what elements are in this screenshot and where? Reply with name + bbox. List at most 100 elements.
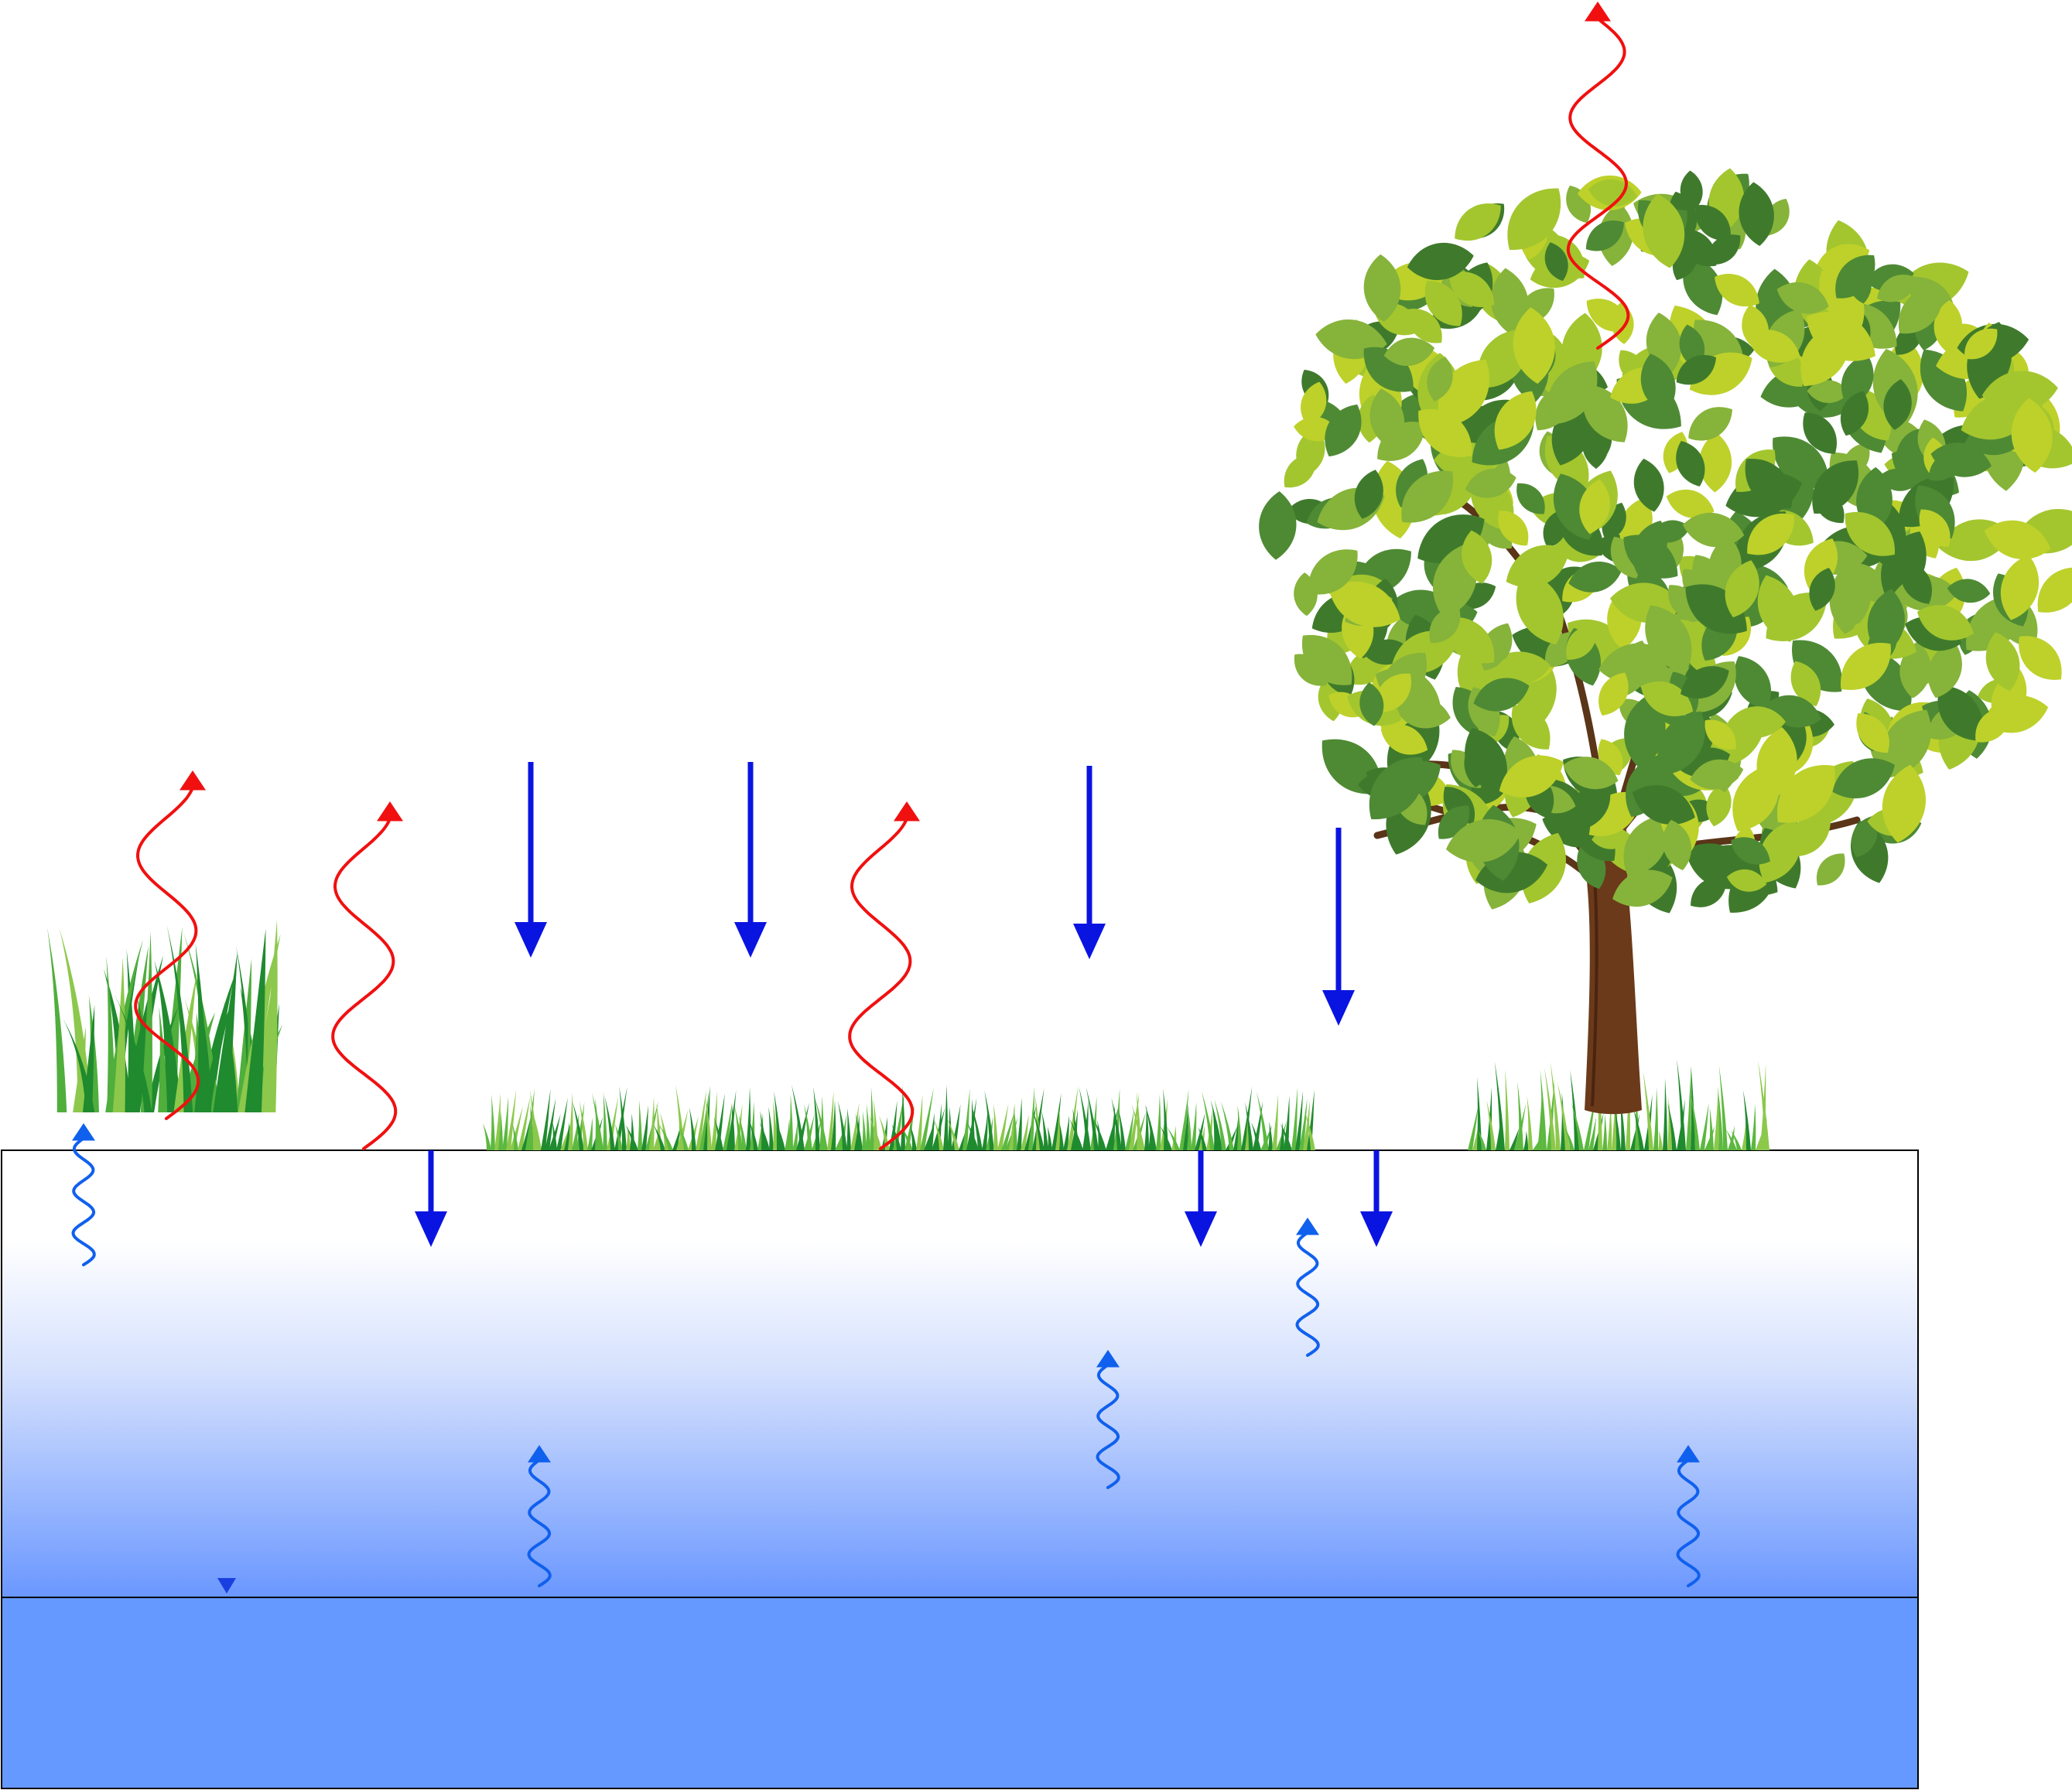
tree-leaf	[1927, 641, 1962, 699]
grass-blade	[738, 1114, 747, 1150]
grass-blade	[1118, 1108, 1126, 1150]
tree-leaf	[1776, 765, 1835, 823]
grass-blade	[1571, 1102, 1584, 1150]
grass-blade	[672, 1125, 682, 1150]
grass-blade	[705, 1096, 712, 1150]
tree-leaf	[1790, 661, 1821, 707]
tree-leaf	[1964, 328, 1998, 360]
tree-leaf	[1544, 242, 1568, 282]
tree-leaf	[1511, 705, 1551, 750]
grass-blade	[1691, 1094, 1700, 1150]
grass-blade	[483, 1122, 491, 1150]
tree-leaf	[1516, 571, 1564, 645]
tree-leaf	[1882, 764, 1926, 843]
grass-blade	[1742, 1119, 1747, 1150]
transpiration-arrow	[1566, 2, 1630, 350]
tree-leaf	[1975, 708, 2010, 743]
grass-blade	[158, 1006, 168, 1112]
grass-blade	[1291, 1087, 1298, 1150]
tree-leaf	[1633, 458, 1664, 512]
grass-blade	[879, 1115, 890, 1150]
tree-leaf	[2000, 555, 2040, 620]
tree-leaf	[1695, 204, 1731, 241]
capillary-rise-arrow	[71, 1123, 96, 1266]
grass-blade	[195, 943, 209, 1112]
tree-leaf	[1624, 693, 1666, 769]
grass-blade	[866, 1104, 870, 1150]
grass-blade	[1658, 1130, 1663, 1150]
capillary-rise-arrow	[1295, 1218, 1320, 1357]
grass-blade	[545, 1098, 556, 1150]
grass-blade	[1630, 1113, 1640, 1150]
tree-leaf	[1715, 274, 1759, 307]
grass-blade	[183, 932, 220, 1112]
grass-blade	[1055, 1108, 1061, 1150]
grass-blade	[1160, 1126, 1172, 1150]
grass-blade	[831, 1100, 836, 1150]
evapotranspiration-arrow	[134, 770, 206, 1120]
grass-blade	[1131, 1104, 1145, 1150]
tree-leaf	[1612, 869, 1673, 907]
grass-blade	[984, 1090, 994, 1150]
grass-blade	[893, 1091, 905, 1150]
groundwater-zone	[1, 1597, 1919, 1789]
tree-leaf	[1455, 203, 1501, 241]
grass-blade	[1079, 1087, 1091, 1150]
grass-blade	[862, 1111, 867, 1150]
grass-blade	[870, 1087, 874, 1150]
tree-leaf	[1429, 606, 1461, 644]
grass-blade	[1284, 1095, 1290, 1150]
tree-leaf	[1363, 254, 1401, 323]
tree-leaf	[1877, 275, 1917, 302]
tree-leaf	[1418, 409, 1472, 457]
grass-blade	[1129, 1092, 1140, 1150]
grass-blade	[846, 1108, 851, 1150]
grass-blade	[1198, 1126, 1207, 1150]
grass-blade	[604, 1096, 615, 1150]
tree-leaf	[1800, 324, 1850, 387]
tree-leaf	[1690, 759, 1744, 790]
grass-blade	[573, 1102, 584, 1150]
grass-strip-icon	[483, 1085, 1315, 1150]
tree-leaf	[1809, 567, 1835, 611]
tree-leaf	[1308, 549, 1358, 595]
grass-blade	[734, 1105, 743, 1150]
tree-leaf	[1919, 509, 1951, 547]
grass-blade	[1709, 1107, 1714, 1150]
grass-blade	[1486, 1100, 1496, 1150]
grass-blade	[1614, 1105, 1621, 1150]
tree-leaf	[1677, 229, 1717, 267]
grass-blade	[1041, 1111, 1048, 1150]
grass-blade	[947, 1106, 952, 1150]
grass-blade	[587, 1117, 593, 1150]
grass-blade	[1643, 1071, 1653, 1150]
grass-blade	[966, 1122, 979, 1150]
grass-blade	[837, 1100, 847, 1150]
tree-leaf	[1757, 575, 1799, 642]
grass-blade	[653, 1124, 665, 1150]
tree-leaf	[1407, 243, 1474, 280]
grass-blade	[827, 1091, 834, 1150]
grass-blade	[1602, 1114, 1608, 1150]
grass-blade	[855, 1113, 863, 1150]
tree-leaf	[1898, 287, 1943, 334]
grass-blade	[1751, 1104, 1756, 1150]
infiltration-arrow	[1360, 1150, 1393, 1247]
grass-blade	[1221, 1101, 1234, 1150]
grass-blade	[850, 1102, 860, 1150]
grass-blade	[579, 1101, 588, 1150]
grass-blade	[928, 1112, 935, 1150]
grass-blade	[1059, 1122, 1064, 1150]
grass-blade	[592, 1092, 603, 1150]
tree-leaf	[1807, 380, 1849, 403]
grass-blade	[1304, 1111, 1315, 1150]
water-table-triangle-icon	[217, 1578, 236, 1594]
rain-arrow	[1322, 828, 1355, 1026]
grass-blade	[1021, 1114, 1029, 1150]
grass-blade	[619, 1086, 627, 1150]
grass-blade	[1561, 1091, 1565, 1150]
grass-blade	[1013, 1106, 1017, 1150]
tree-leaf	[1985, 632, 2020, 692]
